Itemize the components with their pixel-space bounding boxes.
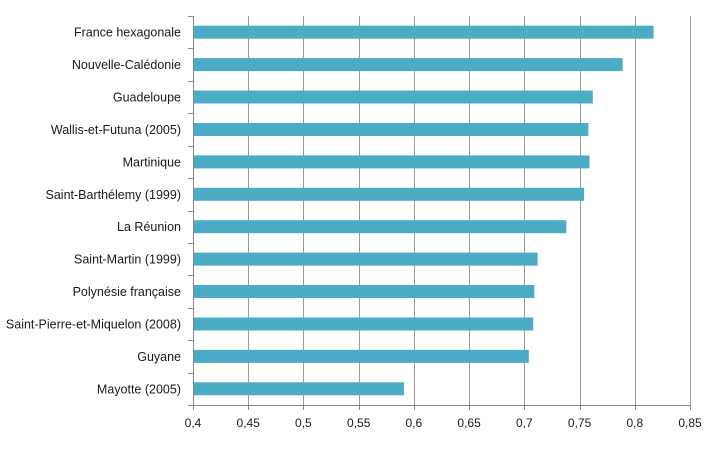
x-tick-label-2: 0,5 <box>295 416 312 430</box>
bar-1 <box>193 25 654 39</box>
category-label-5: Martinique <box>123 155 181 169</box>
x-tick-label-7: 0,75 <box>568 416 592 430</box>
category-label-10: Saint-Pierre-et-Miquelon (2008) <box>6 318 181 332</box>
bar-9 <box>193 285 535 298</box>
x-tick-label-1: 0,45 <box>237 416 261 430</box>
category-labels: France hexagonale Nouvelle-Calédonie Guade… <box>6 26 181 397</box>
x-tick-labels: 0,4 0,45 0,5 0,55 0,6 0,65 0,7 0,75 0,8 0,85 <box>185 416 702 430</box>
gridlines <box>248 16 691 405</box>
bar-6 <box>193 187 584 201</box>
category-label-1: France hexagonale <box>74 26 181 40</box>
bar-7 <box>193 220 567 234</box>
category-label-9: Polynésie française <box>73 285 181 299</box>
x-tick-label-5: 0,65 <box>457 416 481 430</box>
category-label-12: Mayotte (2005) <box>97 382 181 396</box>
category-label-11: Guyane <box>137 350 181 364</box>
category-label-6: Saint-Barthélemy (1999) <box>46 188 181 202</box>
bar-10 <box>193 317 534 331</box>
x-tick-label-0: 0,4 <box>185 416 202 430</box>
category-label-8: Saint-Martin (1999) <box>74 253 181 267</box>
category-label-4: Wallis-et-Futuna (2005) <box>51 123 181 137</box>
x-tick-label-3: 0,55 <box>347 416 371 430</box>
x-tick-label-8: 0,8 <box>626 416 643 430</box>
bar-11 <box>193 349 529 363</box>
bar-2 <box>193 58 623 72</box>
category-label-2: Nouvelle-Calédonie <box>72 58 181 72</box>
axes <box>188 16 691 410</box>
x-tick-label-6: 0,7 <box>516 416 533 430</box>
bar-5 <box>193 155 590 169</box>
category-label-3: Guadeloupe <box>113 91 181 105</box>
bars <box>193 25 654 396</box>
category-label-7: La Réunion <box>117 220 181 234</box>
x-tick-label-4: 0,6 <box>406 416 423 430</box>
x-tick-label-9: 0,85 <box>678 416 702 430</box>
bar-3 <box>193 90 593 104</box>
bar-8 <box>193 252 538 266</box>
bar-4 <box>193 123 589 136</box>
bar-12 <box>193 382 404 396</box>
